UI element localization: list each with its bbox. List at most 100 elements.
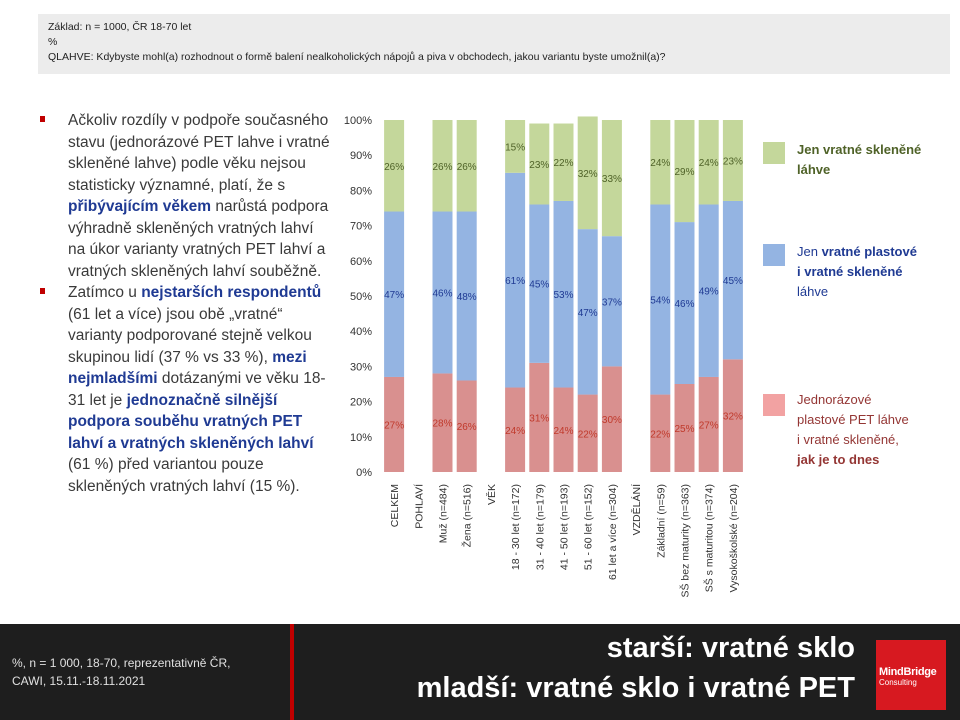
bar-segment: [529, 123, 550, 205]
headline-older: starší: vratné sklo: [606, 632, 855, 664]
data-label: 47%: [578, 308, 598, 319]
y-tick-label: 20%: [350, 397, 372, 409]
x-category-label: 18 - 30 let (n=172): [510, 484, 522, 570]
x-category-label: VĚK: [485, 484, 498, 505]
data-label: 46%: [432, 288, 452, 299]
legend-text-segment: i vratné skleněné: [797, 264, 903, 279]
legend-line: i vratné skleněné,: [797, 430, 947, 450]
bar-segment: [722, 200, 743, 360]
bar-segment: [722, 120, 743, 201]
bar-segment: [384, 120, 405, 212]
legend-swatch: [763, 244, 785, 266]
bar-segment: [601, 120, 622, 237]
x-category-label: SŠ s maturitou (n=374): [703, 484, 716, 592]
bar-segment: [650, 394, 671, 472]
bullet-paragraph: Ačkoliv rozdíly v podpoře současného sta…: [40, 110, 330, 282]
data-label: 28%: [432, 419, 452, 430]
bar-segment: [577, 116, 598, 230]
bar-segment: [505, 120, 526, 173]
data-label: 25%: [674, 424, 694, 435]
bar-segment: [553, 200, 574, 388]
bar-segment: [577, 394, 598, 472]
legend-label: Jen vratné skleněné láhve: [797, 140, 947, 180]
bar-segment: [698, 120, 719, 205]
bar-segment: [384, 376, 405, 472]
bullet-text: dotázanými ve věku 18-31 let je: [68, 370, 326, 409]
data-label: 24%: [650, 158, 670, 169]
bar-segment: [698, 376, 719, 472]
legend-text-segment: i vratné skleněné,: [797, 432, 899, 447]
commentary: Ačkoliv rozdíly v podpoře současného sta…: [40, 110, 330, 497]
bar-segment: [674, 384, 695, 472]
bullet-emphasis: jednoznačně silnější podpora souběhu vra…: [68, 391, 314, 452]
bar-segment: [505, 387, 526, 472]
y-tick-label: 80%: [350, 185, 372, 197]
legend-text-segment: Jen: [797, 244, 822, 259]
legend-label: Jednorázové plastové PET láhve i vratné sk…: [797, 390, 947, 470]
legend-text-segment: láhve: [797, 284, 829, 299]
bullet-paragraph: Zatímco u nejstarších respondentů (61 le…: [40, 282, 330, 497]
data-label: 26%: [457, 162, 477, 173]
y-tick-label: 40%: [350, 326, 372, 338]
y-tick-label: 90%: [350, 150, 372, 162]
bar-segment: [505, 172, 526, 388]
bar-segment: [601, 366, 622, 472]
bullet-marker: [40, 288, 45, 294]
x-category-label: Muž (n=484): [438, 484, 450, 543]
data-label: 48%: [457, 292, 477, 303]
data-label: 26%: [457, 422, 477, 433]
bar-segment: [456, 120, 477, 212]
header-question: QLAHVE: Kdybyste mohl(a) rozhodnout o fo…: [48, 51, 666, 63]
y-tick-label: 0%: [356, 467, 372, 479]
y-tick-label: 10%: [350, 432, 372, 444]
data-label: 27%: [699, 420, 719, 431]
legend-swatch: [763, 394, 785, 416]
x-category-label: Žena (n=516): [461, 484, 474, 547]
data-label: 46%: [674, 299, 694, 310]
data-label: 27%: [384, 420, 404, 431]
footer-note-line: CAWI, 15.11.-18.11.2021: [12, 674, 146, 688]
bullet-text: (61 let a více) jsou obě „vratné“ varian…: [68, 305, 312, 366]
footer-bar: %, n = 1 000, 18-70, reprezentativně ČR,…: [0, 624, 960, 720]
legend-text-segment: plastové PET láhve: [797, 412, 909, 427]
bar-segment: [384, 211, 405, 377]
x-category-label: 61 let a více (n=304): [607, 484, 619, 580]
data-label: 23%: [529, 160, 549, 171]
bar-segment: [674, 222, 695, 384]
bar-segment: [698, 204, 719, 377]
data-label: 37%: [602, 297, 622, 308]
data-label: 22%: [553, 158, 573, 169]
legend-line: plastové PET láhve: [797, 410, 947, 430]
x-category-label: 41 - 50 let (n=193): [559, 484, 571, 570]
legend-swatch: [763, 142, 785, 164]
bar-segment: [529, 204, 550, 363]
footer-note: %, n = 1 000, 18-70, reprezentativně ČR,…: [12, 654, 272, 690]
footer-divider: [290, 624, 294, 720]
bar-segment: [722, 359, 743, 472]
bar-segment: [432, 211, 453, 374]
logo-name: MindBridge: [879, 666, 937, 678]
x-category-label: Základní (n=59): [655, 484, 667, 558]
bar-segment: [432, 120, 453, 212]
data-label: 15%: [505, 142, 525, 153]
legend-line: Jednorázové: [797, 390, 947, 410]
y-tick-label: 50%: [350, 291, 372, 303]
bar-segment: [553, 387, 574, 472]
legend-line: Jen vratné skleněné: [797, 140, 947, 160]
data-label: 24%: [505, 426, 525, 437]
question-header: Základ: n = 1000, ČR 18-70 let % QLAHVE:…: [38, 14, 950, 74]
bullet-text: Ačkoliv rozdíly v podpoře současného sta…: [68, 112, 330, 194]
data-label: 24%: [699, 158, 719, 169]
bullet-emphasis: mezi nejmladšími: [68, 348, 307, 388]
y-tick-label: 70%: [350, 221, 372, 233]
data-label: 23%: [723, 156, 743, 167]
legend-line: Jen vratné plastové: [797, 242, 947, 262]
data-label: 53%: [553, 290, 573, 301]
bullet-marker: [40, 116, 45, 122]
data-label: 29%: [674, 167, 694, 178]
data-label: 22%: [578, 429, 598, 440]
data-label: 54%: [650, 296, 670, 307]
legend-label: Jen vratné plastové i vratné skleněné láhv…: [797, 242, 947, 302]
bullet-text: narůstá podpora výhradně skleněných vrat…: [68, 198, 329, 280]
data-label: 32%: [723, 412, 743, 423]
